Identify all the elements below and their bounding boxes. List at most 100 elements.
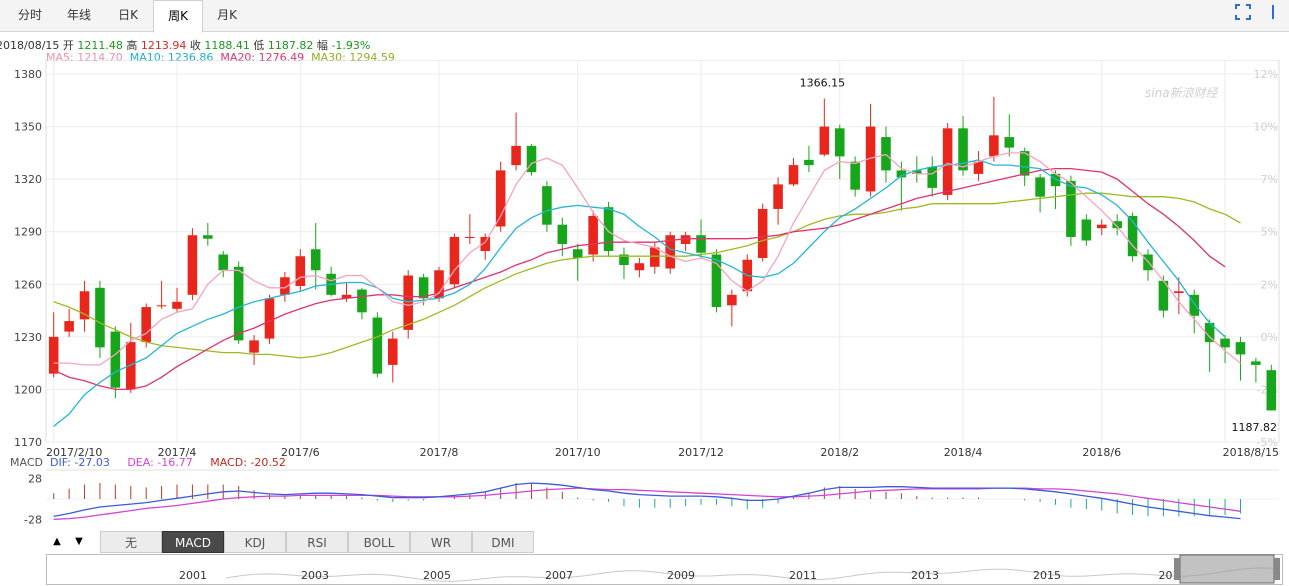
- candle-body: [1081, 219, 1092, 241]
- dif-line: [53, 482, 1241, 520]
- tab-daily-k[interactable]: 日K: [118, 8, 138, 22]
- ma-legend: MA5: 1214.70 MA10: 1236.86 MA20: 1276.49…: [46, 51, 395, 64]
- low-label: 低: [253, 39, 265, 52]
- indicator-dmi-button[interactable]: DMI: [472, 531, 534, 553]
- scroll-down-arrow[interactable]: ▼: [75, 536, 83, 547]
- vertical-more-icon[interactable]: [1262, 4, 1284, 26]
- candle-body: [1251, 361, 1261, 365]
- candle-body: [757, 208, 768, 258]
- open-value: 1211.48: [77, 39, 123, 52]
- candle-body: [572, 249, 583, 258]
- candle-body: [804, 159, 814, 166]
- fullscreen-icon[interactable]: [1232, 4, 1254, 26]
- candle-body: [1158, 280, 1169, 311]
- sina-watermark: sina新浪财经: [1145, 86, 1220, 100]
- candle-body: [958, 128, 968, 171]
- high-value: 1213.94: [140, 39, 187, 52]
- candle-body: [665, 235, 675, 269]
- x-tick-label: 2018/8/15: [1223, 446, 1279, 459]
- candle-body: [1112, 221, 1122, 229]
- candle-body: [233, 266, 244, 341]
- last-price-label: 1187.82: [1232, 421, 1278, 434]
- candle-body: [434, 270, 444, 299]
- period-tabs: 分时 年线 日K 周K 月K: [0, 0, 1289, 33]
- max-price-label: 1366.15: [800, 76, 846, 89]
- candle-body: [449, 236, 460, 285]
- candle-body: [249, 340, 259, 353]
- y-tick-label: 1230: [14, 331, 42, 344]
- tab-weekly-k[interactable]: 周K: [153, 0, 203, 33]
- candle-body: [511, 145, 521, 166]
- ma10-label: MA10: 1236.86: [129, 51, 214, 64]
- tab-yearly[interactable]: 年线: [66, 8, 91, 22]
- ma5-label: MA5: 1214.70: [46, 51, 123, 64]
- candle-body: [310, 249, 321, 271]
- candle-body: [526, 145, 537, 173]
- dif-label: DIF: -27.03: [49, 456, 110, 469]
- close-label: 收: [189, 39, 201, 52]
- indicator-macd-button[interactable]: MACD: [162, 531, 224, 553]
- y-tick-label: 1200: [14, 383, 42, 396]
- navigator-left-handle: [1174, 558, 1180, 580]
- candle-body: [711, 254, 722, 308]
- y-tick-label: 1290: [14, 226, 42, 239]
- candle-body: [788, 165, 799, 185]
- dea-label: DEA: -16.77: [127, 456, 193, 469]
- navigator-year-label: 2001: [179, 569, 207, 582]
- x-tick-label: 2017/10: [555, 446, 601, 459]
- indicator-rsi-button[interactable]: RSI: [286, 531, 348, 553]
- navigator-year-label: 2003: [301, 569, 329, 582]
- candle-body: [141, 307, 151, 343]
- candle-body: [942, 128, 953, 195]
- candle-body: [187, 235, 198, 295]
- candle-body: [465, 236, 475, 238]
- ohlc-info: 2018/08/15 开 1211.48 高 1213.94 收 1188.41…: [0, 37, 370, 53]
- pct-tick-label: 2%: [1261, 278, 1278, 291]
- indicator-wr-button[interactable]: WR: [410, 531, 472, 553]
- pct-tick-label: 0%: [1261, 331, 1278, 344]
- candle-body: [680, 235, 691, 244]
- candle-body: [480, 236, 491, 251]
- navigator-year-label: 2007: [545, 569, 573, 582]
- candle-body: [650, 247, 660, 267]
- y-tick-label: 1380: [14, 68, 42, 81]
- dea-line: [53, 487, 1241, 520]
- navigator-year-label: 2013: [911, 569, 939, 582]
- candle-body: [372, 317, 383, 374]
- range-navigator[interactable]: 2001 2003 2005 2007 2009 2011 2013 2015 201: [46, 554, 1283, 586]
- candle-body: [357, 289, 367, 313]
- x-tick-label: 2017/2/10: [46, 446, 102, 459]
- ma10-line: [53, 159, 1226, 427]
- change-value: -1.93%: [331, 39, 371, 52]
- macd-title: MACD: [10, 456, 43, 469]
- candle-body: [388, 338, 398, 365]
- tab-monthly-k[interactable]: 月K: [217, 8, 237, 22]
- navigator-right-handle: [1274, 558, 1280, 580]
- navigator-history-line: [225, 567, 1277, 582]
- x-tick-label: 2017/4: [158, 446, 197, 459]
- indicator-none-button[interactable]: 无: [100, 531, 162, 553]
- pct-tick-label: 12%: [1254, 68, 1278, 81]
- candle-body: [341, 294, 352, 299]
- x-tick-label: 2017/8: [420, 446, 459, 459]
- candle-body: [819, 126, 830, 155]
- candle-body: [927, 166, 937, 188]
- kline-chart[interactable]: 1380 12% 1350 10% 1320 7% 1290 5% 1260 2% 1230 0% 12…: [0, 60, 1289, 530]
- indicator-boll-button[interactable]: BOLL: [348, 531, 410, 553]
- candle-body: [1266, 370, 1277, 411]
- candle-body: [619, 254, 629, 266]
- candle-body: [295, 256, 306, 287]
- tab-intraday[interactable]: 分时: [17, 8, 42, 22]
- ohlc-date: 2018/08/15: [0, 39, 60, 52]
- candle-body: [850, 161, 860, 190]
- macd-value-label: MACD: -20.52: [210, 456, 286, 469]
- candle-body: [773, 184, 783, 209]
- indicator-kdj-button[interactable]: KDJ: [224, 531, 286, 553]
- y-tick-label: 1170: [14, 436, 42, 449]
- candle-body: [48, 336, 59, 374]
- candle-body: [896, 170, 907, 178]
- price-plot-frame: [45, 60, 1280, 443]
- candle-body: [203, 235, 213, 239]
- pct-tick-label: 5%: [1261, 226, 1278, 239]
- scroll-up-arrow[interactable]: ▲: [53, 536, 61, 547]
